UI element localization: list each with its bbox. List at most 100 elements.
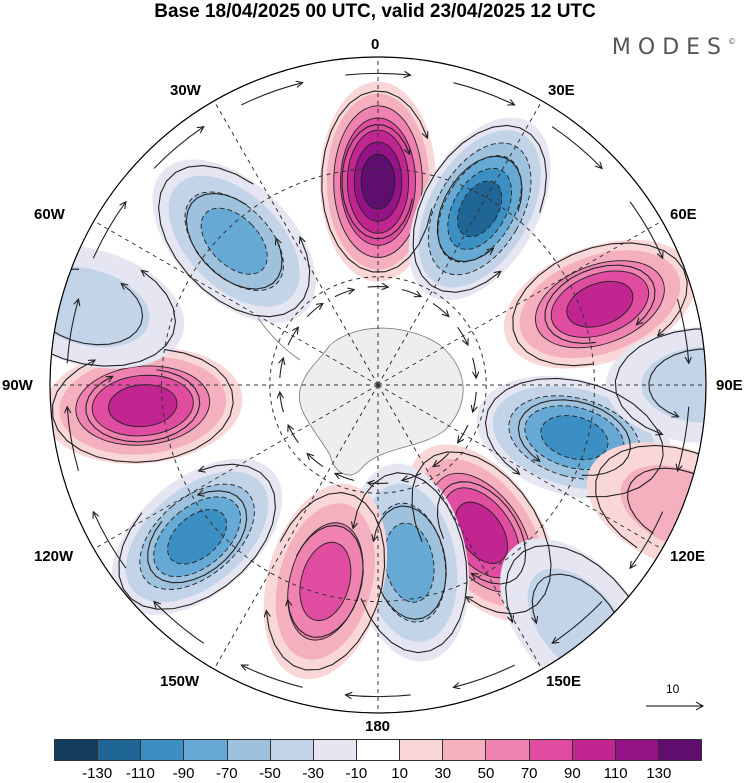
colorbar-swatch [657, 740, 702, 760]
label-lon-120w: 120W [34, 548, 74, 565]
streamline [341, 472, 468, 654]
meridian-line [377, 220, 663, 386]
streamline [306, 303, 323, 317]
streamline [50, 268, 144, 346]
logo-text: MODES [611, 35, 728, 60]
reference-vector-arrow [646, 701, 705, 711]
streamline [147, 474, 248, 584]
meridian-line [213, 100, 379, 386]
streamline [432, 302, 449, 316]
colorbar-tick-label: -10 [345, 765, 368, 782]
map-title: Base 18/04/2025 00 UTC, valid 23/04/2025… [154, 1, 596, 22]
streamline [484, 377, 664, 498]
streamline [473, 357, 477, 378]
colorbar-tick-label: 10 [391, 765, 408, 782]
streamline [241, 665, 303, 688]
anomaly-contour [540, 415, 609, 461]
streamline [50, 247, 177, 367]
streamline [307, 453, 324, 468]
streamline [334, 290, 354, 298]
streamline [66, 299, 78, 364]
streamline [280, 392, 284, 413]
label-lon-150e: 150E [546, 673, 582, 690]
streamline [368, 483, 389, 484]
colorbar-tick-label: -30 [302, 765, 325, 782]
streamline [288, 425, 299, 444]
negative-anomaly [606, 327, 706, 443]
colorbar-tick-label: -70 [215, 765, 238, 782]
streamline [118, 463, 276, 610]
streamline [250, 491, 386, 671]
negative-anomaly [111, 458, 283, 615]
streamline [335, 473, 355, 482]
meridian-line [377, 384, 663, 550]
anomaly-contour [299, 541, 352, 622]
streamline [458, 424, 469, 443]
anomaly-contour [606, 327, 706, 443]
streamline [630, 511, 664, 569]
reference-vector-label: 10 [666, 682, 680, 696]
streamline [678, 406, 690, 471]
height-anomaly-field [50, 81, 706, 709]
label-lon-0: 0 [371, 36, 380, 53]
streamline [154, 602, 205, 644]
streamline [158, 165, 311, 318]
streamline [453, 82, 514, 105]
colorbar-swatch [269, 740, 313, 760]
streamline [473, 391, 477, 412]
streamline [595, 444, 706, 592]
streamline [92, 202, 126, 259]
streamline [345, 695, 411, 697]
antarctica-landmass [257, 317, 464, 476]
label-lon-60e: 60E [670, 206, 697, 223]
colorbar-swatch [571, 740, 615, 760]
positive-anomaly [503, 239, 696, 369]
label-lon-90w: 90W [2, 377, 33, 394]
streamline [67, 407, 80, 472]
colorbar-swatch [55, 740, 98, 760]
streamline [457, 326, 468, 345]
wind-streamlines [50, 73, 706, 703]
streamline [287, 327, 298, 346]
positive-anomaly [50, 347, 243, 465]
meridian-line [93, 220, 379, 386]
colorbar-tick-label: 110 [603, 765, 628, 782]
label-lon-180: 180 [365, 718, 391, 735]
colorbar-tick-label: 130 [646, 765, 672, 782]
colorbar-swatch [183, 740, 227, 760]
colorbar-swatch [614, 740, 658, 760]
colorbar-tick-label: -110 [125, 765, 155, 782]
streamline [436, 155, 523, 263]
colorbar-tick-label: -90 [172, 765, 195, 782]
streamline [648, 348, 706, 421]
anomaly-contour [200, 207, 268, 275]
colorbar-tick-label: 50 [477, 765, 495, 782]
colorbar-tick-label: -130 [82, 765, 113, 782]
colorbar-tick-label: -50 [259, 765, 281, 782]
streamline [453, 664, 515, 687]
colorbar-swatch [140, 740, 184, 760]
colorbar-swatch [442, 740, 486, 760]
streamline [185, 192, 283, 290]
streamline [433, 453, 450, 466]
meridian-line [93, 384, 379, 550]
streamline [401, 288, 421, 297]
label-lon-30e: 30E [548, 82, 575, 99]
colorbar-swatch [528, 740, 572, 760]
streamline [241, 83, 302, 106]
latitude-circle [269, 276, 487, 494]
label-lon-30w: 30W [170, 82, 201, 99]
label-lon-150w: 150W [160, 673, 200, 690]
colorbar-tick-label: 90 [564, 765, 581, 782]
streamline [627, 467, 706, 561]
colorbar-tick-label: 30 [434, 765, 452, 782]
streamline [85, 369, 201, 443]
colorbar-swatch [485, 740, 529, 760]
colorbar-swatch [97, 740, 141, 760]
meridian-line [377, 100, 543, 386]
anomaly-contour [641, 347, 706, 423]
meridian-line [213, 384, 379, 670]
negative-anomaly [152, 159, 316, 323]
streamline [512, 242, 688, 367]
colorbar [54, 739, 702, 761]
